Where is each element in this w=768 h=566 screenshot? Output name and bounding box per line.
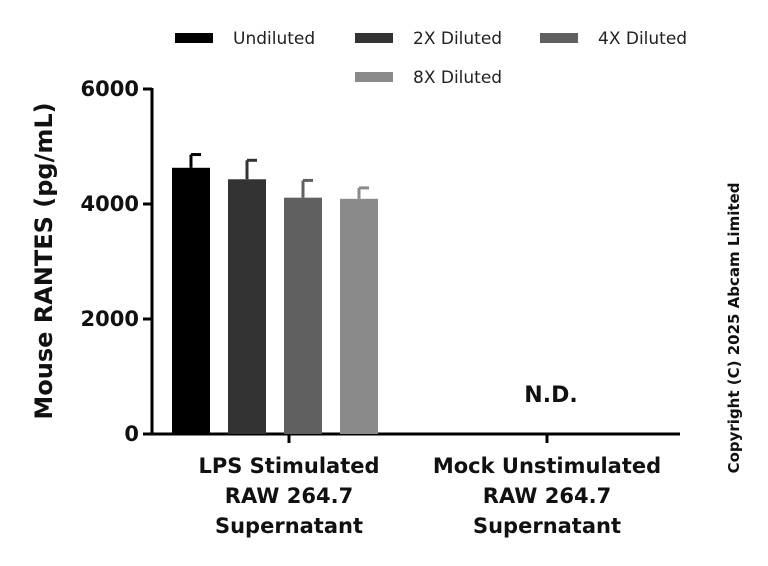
category-label: LPS Stimulated RAW 264.7 Supernatant — [198, 454, 379, 538]
bar — [340, 198, 378, 434]
category-label-line: RAW 264.7 — [483, 484, 611, 508]
legend-label: 2X Diluted — [413, 29, 502, 49]
bar — [228, 179, 266, 434]
legend-label: Undiluted — [233, 29, 315, 49]
category-label: Mock Unstimulated RAW 264.7 Supernatant — [433, 454, 661, 538]
category-label-line: Supernatant — [215, 514, 363, 538]
legend-label: 4X Diluted — [598, 29, 687, 49]
bar — [172, 167, 210, 434]
y-tick-label: 6000 — [81, 77, 139, 101]
annotations: N.D. — [524, 383, 577, 408]
y-tick-label: 2000 — [81, 307, 139, 331]
bars — [172, 153, 378, 434]
y-tick-label: 0 — [124, 422, 139, 446]
not-detected-label: N.D. — [524, 383, 577, 408]
y-axis-label: Mouse RANTES (pg/mL) — [30, 102, 58, 419]
y-axis: 0 2000 4000 6000 — [81, 77, 154, 446]
bar — [284, 197, 322, 434]
y-tick-label: 4000 — [81, 192, 139, 216]
category-label-line: RAW 264.7 — [225, 484, 353, 508]
legend-swatch — [355, 72, 393, 82]
category-label-line: Supernatant — [473, 514, 621, 538]
category-label-line: Mock Unstimulated — [433, 454, 661, 478]
copyright-notice: Copyright (C) 2025 Abcam Limited — [725, 183, 743, 474]
legend-swatch — [540, 33, 578, 43]
legend: Undiluted 2X Diluted 4X Diluted 8X Diluted — [175, 29, 687, 88]
legend-swatch — [355, 33, 393, 43]
category-label-line: LPS Stimulated — [198, 454, 379, 478]
legend-swatch — [175, 33, 213, 43]
legend-label: 8X Diluted — [413, 68, 502, 88]
